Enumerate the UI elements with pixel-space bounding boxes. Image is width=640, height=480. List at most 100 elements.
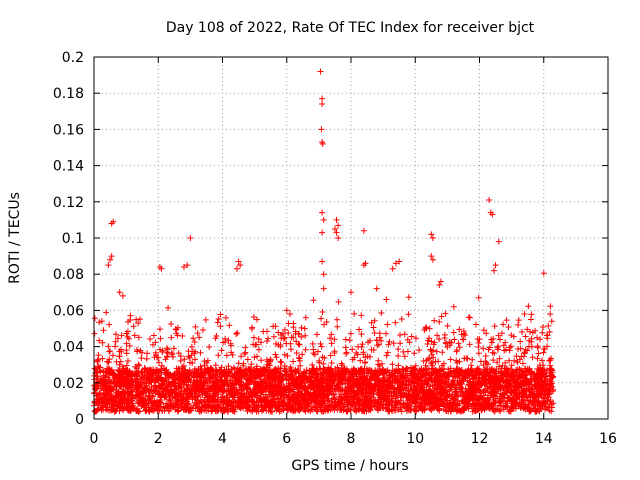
- data-point: [408, 385, 415, 392]
- data-point: [331, 336, 338, 343]
- data-point: [358, 312, 365, 319]
- data-point: [194, 404, 201, 411]
- data-point: [491, 408, 498, 415]
- data-point: [174, 332, 181, 339]
- data-point: [135, 334, 142, 341]
- data-point: [225, 383, 232, 390]
- data-point: [157, 326, 164, 333]
- data-point: [228, 385, 235, 392]
- data-point: [515, 393, 522, 400]
- data-point: [434, 376, 441, 383]
- data-point: [456, 344, 463, 351]
- data-point: [121, 397, 128, 404]
- data-point: [528, 389, 535, 396]
- data-point: [541, 400, 548, 407]
- data-point: [462, 403, 469, 410]
- data-point: [258, 339, 265, 346]
- data-point: [237, 405, 244, 412]
- data-point: [411, 350, 418, 357]
- data-point: [295, 389, 302, 396]
- data-point: [127, 389, 134, 396]
- data-point: [234, 377, 241, 384]
- data-point: [416, 368, 423, 375]
- data-point: [255, 335, 262, 342]
- data-point: [478, 369, 485, 376]
- data-point: [543, 382, 550, 389]
- data-point: [510, 387, 517, 394]
- data-point: [286, 398, 293, 405]
- data-point: [447, 408, 454, 415]
- data-point: [173, 365, 180, 372]
- data-point: [290, 358, 297, 365]
- data-point: [540, 368, 547, 375]
- data-point: [433, 348, 440, 355]
- data-point: [424, 341, 431, 348]
- data-point: [385, 378, 392, 385]
- data-point: [95, 352, 102, 359]
- data-point: [281, 351, 288, 358]
- data-point: [351, 376, 358, 383]
- data-point: [451, 379, 458, 386]
- data-point: [325, 406, 332, 413]
- data-point: [491, 391, 498, 398]
- data-point: [483, 370, 490, 377]
- data-point: [322, 385, 329, 392]
- data-point: [452, 385, 459, 392]
- data-point: [356, 368, 363, 375]
- data-point: [154, 377, 161, 384]
- data-point: [181, 356, 188, 363]
- data-point: [452, 402, 459, 409]
- data-point: [353, 390, 360, 397]
- data-point: [319, 309, 326, 316]
- data-point: [102, 379, 109, 386]
- data-point: [440, 365, 447, 372]
- data-point: [119, 363, 126, 370]
- data-point: [324, 370, 331, 377]
- data-point: [367, 396, 374, 403]
- data-point: [214, 396, 221, 403]
- data-point: [331, 350, 338, 357]
- data-point: [485, 395, 492, 402]
- data-point: [485, 376, 492, 383]
- data-point: [453, 347, 460, 354]
- data-point: [172, 326, 179, 333]
- data-point: [341, 394, 348, 401]
- data-point: [124, 328, 131, 335]
- data-point: [212, 408, 219, 415]
- data-point: [381, 388, 388, 395]
- data-point: [252, 341, 259, 348]
- data-point: [421, 398, 428, 405]
- data-point: [403, 381, 410, 388]
- data-point: [368, 397, 375, 404]
- data-point: [499, 362, 506, 369]
- data-point: [277, 358, 284, 365]
- data-point: [371, 317, 378, 324]
- data-point: [369, 373, 376, 380]
- data-point: [391, 368, 398, 375]
- data-point: [334, 323, 341, 330]
- data-point: [141, 396, 148, 403]
- data-point: [320, 360, 327, 367]
- data-point: [368, 319, 375, 326]
- data-point: [330, 377, 337, 384]
- data-point: [313, 407, 320, 414]
- data-point: [475, 294, 482, 301]
- data-point: [451, 336, 458, 343]
- data-point: [368, 367, 375, 374]
- data-point: [204, 398, 211, 405]
- data-point: [96, 319, 103, 326]
- data-point: [546, 401, 553, 408]
- data-point: [142, 385, 149, 392]
- data-point: [215, 316, 222, 323]
- data-point: [231, 384, 238, 391]
- data-point: [201, 398, 208, 405]
- data-point: [94, 380, 101, 387]
- data-point: [97, 389, 104, 396]
- data-point: [196, 373, 203, 380]
- data-point: [103, 309, 110, 316]
- data-point: [104, 384, 111, 391]
- data-point: [265, 335, 272, 342]
- data-point: [285, 330, 292, 337]
- data-point: [403, 391, 410, 398]
- data-point: [116, 400, 123, 407]
